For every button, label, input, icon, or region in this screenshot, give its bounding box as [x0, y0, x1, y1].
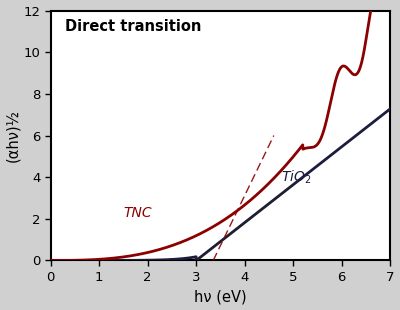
Text: TiO$_2$: TiO$_2$	[281, 168, 312, 186]
Text: Direct transition: Direct transition	[65, 20, 202, 34]
X-axis label: hν (eV): hν (eV)	[194, 290, 247, 304]
Y-axis label: (αhν)½: (αhν)½	[6, 109, 20, 162]
Text: TNC: TNC	[124, 206, 152, 220]
